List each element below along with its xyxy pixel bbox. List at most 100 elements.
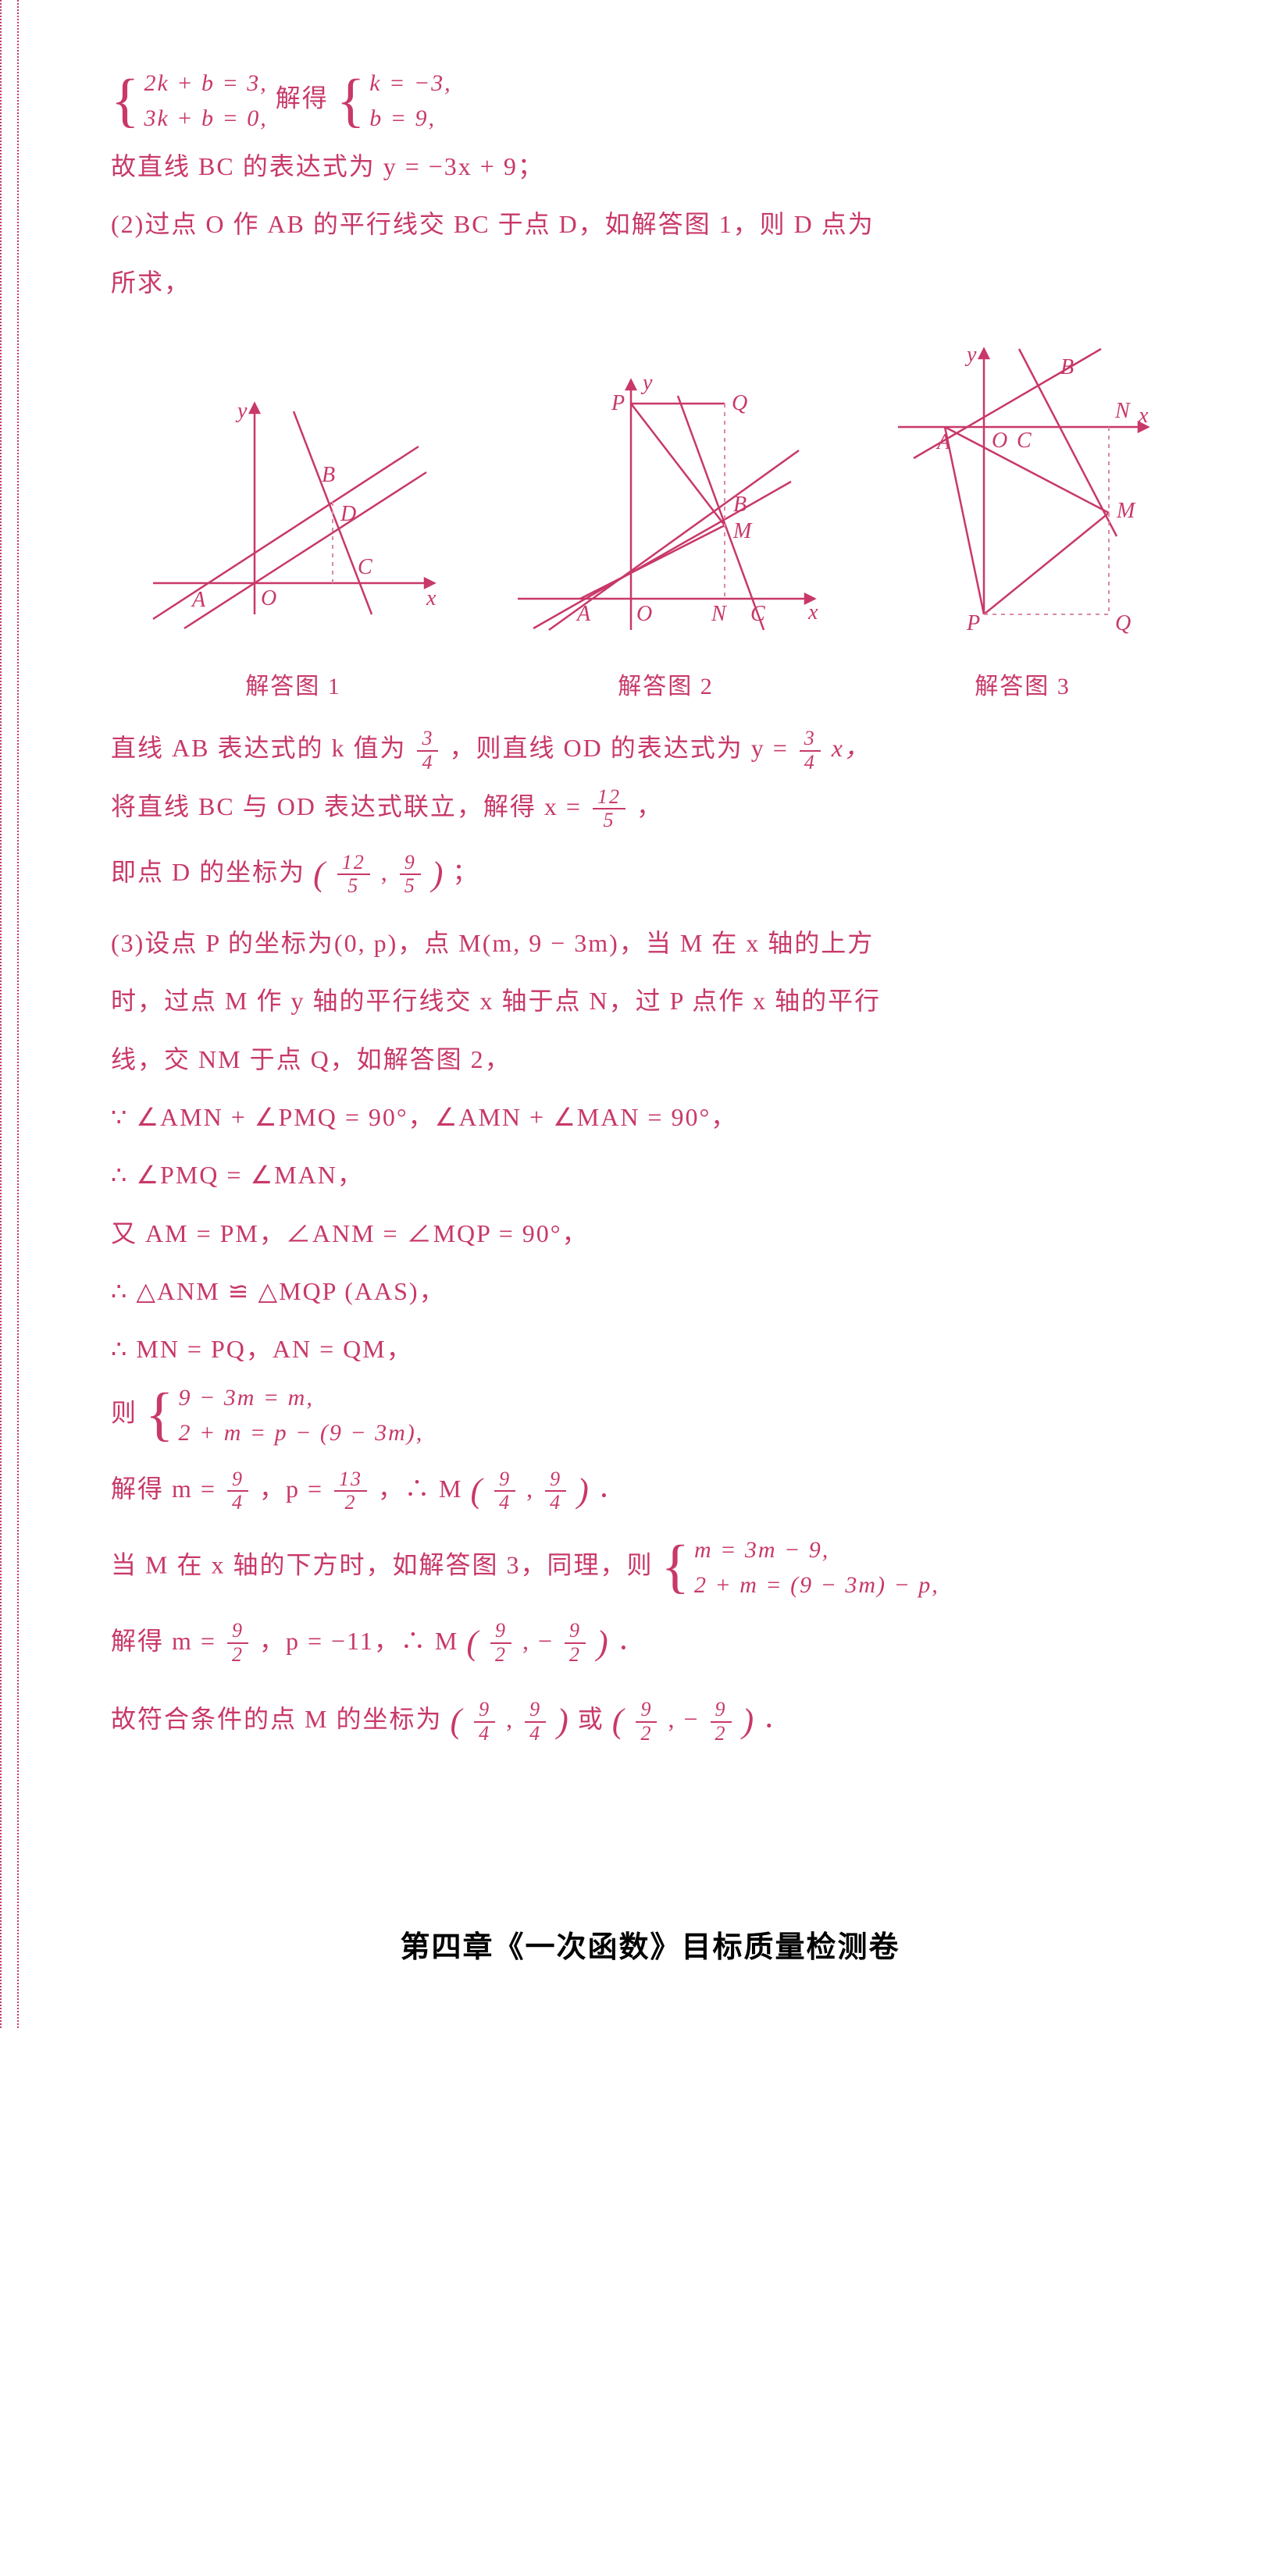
line-5: 将直线 BC 与 OD 表达式联立，解得 x = 125 ，	[111, 779, 1189, 834]
figure-1-svg: y x A O B D C	[137, 380, 450, 646]
fig1-label-O: O	[261, 586, 278, 610]
frac-final-2x: 92	[636, 1699, 657, 1745]
figure-2: y x P Q B M A O N C 解答图 2	[502, 365, 830, 713]
line14-d: ．	[598, 1475, 625, 1503]
eq1-a: 2k + b = 3,	[144, 66, 267, 101]
line16-c: ．	[618, 1626, 644, 1654]
line-7c: 线，交 NM 于点 Q，如解答图 2，	[111, 1032, 1189, 1087]
line-10: 又 AM = PM，∠ANM = ∠MQP = 90°，	[111, 1206, 1189, 1261]
fig2-label-N: N	[711, 602, 728, 626]
frac-M1-x: 94	[494, 1468, 515, 1514]
line-14: 解得 m = 94 ，p = 132 ，∴ M ( 94 , 94 ) ．	[111, 1453, 1189, 1529]
eq1-b: 3k + b = 0,	[144, 101, 267, 136]
line13-pre: 则	[111, 1398, 137, 1426]
frac-final-1y: 94	[525, 1699, 546, 1745]
line14-c: ，∴ M	[378, 1475, 462, 1503]
line-3: (2)过点 O 作 AB 的平行线交 BC 于点 D，如解答图 1，则 D 点为	[111, 197, 1189, 251]
line-17: 故符合条件的点 M 的坐标为 ( 94 , 94 ) 或 ( 92 , − 92…	[111, 1684, 1189, 1759]
line5-a: 将直线 BC 与 OD 表达式联立，解得 x =	[111, 792, 582, 820]
line-8: ∵ ∠AMN + ∠PMQ = 90°，∠AMN + ∠MAN = 90°，	[111, 1090, 1189, 1144]
line-6: 即点 D 的坐标为 ( 125 , 95 ) ；	[111, 837, 1189, 913]
figure-2-svg: y x P Q B M A O N C	[502, 365, 830, 646]
fig1-caption: 解答图 1	[245, 661, 341, 713]
left-brace-icon: {	[111, 77, 141, 125]
fig2-label-y: y	[640, 371, 654, 395]
fig1-label-C: C	[358, 555, 374, 579]
line16-a: 解得 m =	[111, 1626, 216, 1654]
fig2-caption: 解答图 2	[618, 661, 714, 713]
fig2-label-A: A	[576, 602, 592, 626]
line-12: ∴ MN = PQ，AN = QM，	[111, 1322, 1189, 1376]
line-15: 当 M 在 x 轴的下方时，如解答图 3，同理，则 { m = 3m − 9, …	[111, 1532, 1189, 1603]
line17-c: ．	[763, 1705, 789, 1733]
line-11: ∴ △ANM ≌ △MQP (AAS)，	[111, 1264, 1189, 1318]
line-2: 故直线 BC 的表达式为 y = −3x + 9；	[111, 139, 1189, 194]
figure-3-svg: y x B N A O C M P Q	[882, 333, 1164, 646]
left-brace-icon: {	[337, 77, 366, 125]
fig2-label-O: O	[636, 602, 654, 626]
fig3-label-Q: Q	[1115, 611, 1132, 635]
line4-c: x，	[832, 734, 871, 762]
frac-M2-x: 92	[490, 1620, 511, 1666]
fig3-label-N: N	[1114, 399, 1132, 423]
line-9: ∴ ∠PMQ = ∠MAN，	[111, 1147, 1189, 1202]
fig3-caption: 解答图 3	[975, 661, 1071, 713]
line17-b: 或	[578, 1705, 604, 1733]
fig3-label-B: B	[1060, 355, 1075, 379]
frac-M2-y: 92	[565, 1620, 586, 1666]
line13-a: 9 − 3m = m,	[179, 1380, 424, 1415]
fig1-label-D: D	[340, 502, 358, 526]
line6-a: 即点 D 的坐标为	[111, 858, 305, 886]
fig3-label-C: C	[1017, 429, 1033, 453]
line-13: 则 { 9 − 3m = m, 2 + m = p − (9 − 3m),	[111, 1380, 1189, 1450]
fig2-label-M: M	[732, 519, 753, 543]
line14-a: 解得 m =	[111, 1475, 216, 1503]
fig3-label-P: P	[966, 611, 982, 635]
line6-b: ；	[452, 858, 479, 886]
line4-b: ，则直线 OD 的表达式为 y =	[449, 734, 788, 762]
frac-M1-y: 94	[545, 1468, 566, 1514]
fig1-label-A: A	[191, 588, 207, 612]
line-4: 直线 AB 表达式的 k 值为 34 ，则直线 OD 的表达式为 y = 34 …	[111, 720, 1189, 775]
line-7b: 时，过点 M 作 y 轴的平行线交 x 轴于点 N，过 P 点作 x 轴的平行	[111, 973, 1189, 1028]
page-container: { 2k + b = 3, 3k + b = 0, 解得 { k = −3, b…	[0, 0, 1283, 2028]
figures-row: y x A O B D C 解答图 1	[111, 333, 1189, 713]
frac-d-x: 125	[337, 852, 370, 898]
frac-13-2: 132	[334, 1468, 367, 1514]
fig3-label-x: x	[1138, 404, 1149, 428]
frac-d-y: 95	[400, 852, 421, 898]
eq1-mid: 解得	[276, 84, 329, 112]
figure-1: y x A O B D C 解答图 1	[137, 380, 450, 713]
eq-system-1: { 2k + b = 3, 3k + b = 0, 解得 { k = −3, b…	[111, 66, 1189, 136]
fig3-label-A: A	[936, 430, 952, 454]
frac-9-2-m: 92	[227, 1620, 248, 1666]
left-brace-icon: {	[661, 1543, 690, 1591]
line5-b: ，	[636, 792, 663, 820]
fig1-label-x: x	[426, 586, 437, 610]
line-7: (3)设点 P 的坐标为(0, p)，点 M(m, 9 − 3m)，当 M 在 …	[111, 916, 1189, 970]
footer-title: 第四章《一次函数》目标质量检测卷	[111, 1916, 1189, 1981]
line-3b: 所求，	[111, 255, 1189, 310]
line4-a: 直线 AB 表达式的 k 值为	[111, 734, 406, 762]
line14-b: ，p =	[259, 1475, 323, 1503]
line13-b: 2 + m = p − (9 − 3m),	[179, 1415, 424, 1450]
fig3-label-O: O	[992, 429, 1009, 453]
eq1-d: b = 9,	[369, 101, 451, 136]
frac-3-4: 34	[417, 728, 438, 774]
margin-dots	[17, 0, 19, 2028]
line15-a: 当 M 在 x 轴的下方时，如解答图 3，同理，则	[111, 1550, 653, 1578]
frac-final-2y: 92	[711, 1699, 732, 1745]
left-brace-icon: {	[145, 1391, 175, 1439]
line17-a: 故符合条件的点 M 的坐标为	[111, 1705, 442, 1733]
frac-3-4-b: 34	[800, 728, 821, 774]
frac-12-5: 125	[593, 786, 625, 832]
fig1-label-y: y	[235, 399, 248, 423]
fig1-label-B: B	[322, 463, 337, 487]
fig3-label-y: y	[964, 343, 978, 367]
line16-b: ，p = −11，∴ M	[259, 1626, 458, 1654]
fig2-label-x: x	[807, 600, 819, 624]
frac-final-1x: 94	[474, 1699, 495, 1745]
line15-c: 2 + m = (9 − 3m) − p,	[694, 1567, 939, 1603]
frac-9-4-m: 94	[227, 1468, 248, 1514]
fig2-label-P: P	[611, 391, 626, 415]
